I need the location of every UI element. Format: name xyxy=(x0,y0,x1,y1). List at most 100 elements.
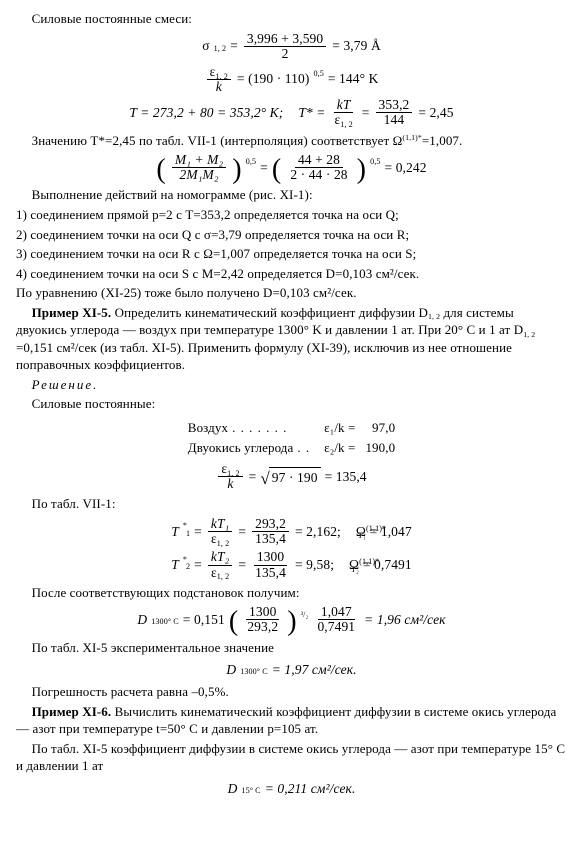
superscript: (1,1)* xyxy=(366,524,386,533)
sym-epsilon: ε xyxy=(211,531,217,546)
sym-equals: = xyxy=(362,104,370,122)
eq-tstar: T* = xyxy=(298,104,325,122)
example-6: Пример XI-6. Вычислить кинематический ко… xyxy=(16,703,567,738)
subscript: 1300° C xyxy=(240,667,268,678)
numerator: kT₁ xyxy=(208,517,233,532)
list-item: 3) соединением точки на оси R с Ω=1,007 … xyxy=(16,245,567,263)
equation: D1300° C = 0,151 ( 1300 293,2 )³/₂ 1,047… xyxy=(16,605,567,634)
equation: ε1, 2 k = √ 97 · 190 = 135,4 xyxy=(16,462,567,491)
numerator: 293,2 xyxy=(252,517,289,532)
sym-omega: Ω(1,1)*T₁ xyxy=(356,523,366,541)
fraction: 293,2 135,4 xyxy=(252,517,289,546)
list-item: 1) соединением прямой p=2 с T=353,2 опре… xyxy=(16,206,567,224)
dotfill xyxy=(293,440,314,455)
constants-table: Воздух ε₁/k = 97,0 Двуокись углерода ε₂/… xyxy=(182,417,401,458)
text: =0,151 см²/сек (из табл. XI-5). Применит… xyxy=(16,340,512,373)
table-row: Двуокись углерода ε₂/k = 190,0 xyxy=(184,439,399,457)
subscript: 2 xyxy=(186,562,190,573)
sym-equals: = xyxy=(249,468,257,486)
denominator: 135,4 xyxy=(252,532,289,546)
subscript: 1, 2 xyxy=(523,330,535,339)
equation: T*1 = kT₁ ε1, 2 = 293,2 135,4 = 2,162; Ω… xyxy=(16,517,567,546)
numerator: 1,047 xyxy=(318,605,355,620)
numerator: kT₂ xyxy=(208,550,233,565)
sym-equals: = xyxy=(260,159,268,177)
denominator: 293,2 xyxy=(244,620,281,634)
sym-sigma: σ xyxy=(202,37,209,55)
fraction: ε1, 2 k xyxy=(207,65,231,94)
sym-t: T xyxy=(171,523,179,541)
paren-right: ) xyxy=(287,611,296,633)
sym-d: D xyxy=(228,780,238,798)
paren-right: ) xyxy=(232,159,241,181)
numerator: ε1, 2 xyxy=(218,462,242,477)
expr: ε₂/k = xyxy=(320,439,359,457)
subscript: 1, 2 xyxy=(217,539,230,548)
denominator: k xyxy=(224,477,236,491)
denominator: ε1, 2 xyxy=(208,532,232,546)
label: Двуокись углерода xyxy=(188,440,294,455)
sym-d: D xyxy=(137,611,147,629)
equation: σ1, 2 = 3,996 + 3,590 2 = 3,79 Å xyxy=(16,32,567,61)
numerator: 1300 xyxy=(254,550,287,565)
sym-d: D xyxy=(226,661,236,679)
paren-left: ( xyxy=(229,611,238,633)
subscript: 15° C xyxy=(241,786,260,797)
eq-result: = 1,97 см²/сек. xyxy=(272,661,357,679)
sym-equals: = xyxy=(238,523,246,541)
denominator: 135,4 xyxy=(252,566,289,580)
dotfill xyxy=(228,420,291,435)
fraction: 3,996 + 3,590 2 xyxy=(244,32,326,61)
label: Воздух xyxy=(188,420,228,435)
eq-result: = 1,96 см²/сек xyxy=(364,611,445,629)
paragraph: По табл. XI-5 коэффициент диффузии в сис… xyxy=(16,740,567,775)
example-label: Пример XI-5. xyxy=(32,305,112,320)
numerator: 44 + 28 xyxy=(295,153,343,168)
list-item: 2) соединением точки на оси Q с σ=3,79 о… xyxy=(16,226,567,244)
value: 190,0 xyxy=(361,439,399,457)
table-row: Воздух ε₁/k = 97,0 xyxy=(184,419,399,437)
subscript: 1, 2 xyxy=(214,44,227,55)
eq-result: = 9,58; xyxy=(295,556,334,574)
text: Определить кинематический коэффициент ди… xyxy=(115,305,428,320)
paren-left: ( xyxy=(272,159,281,181)
sqrt: √ 97 · 190 xyxy=(260,467,320,487)
eq-result: = 3,79 Å xyxy=(332,37,381,55)
equation: D15° C = 0,211 см²/сек. xyxy=(16,779,567,798)
list-item: 4) соединением точки на оси S с M=2,42 о… xyxy=(16,265,567,283)
fraction: 1300 293,2 xyxy=(244,605,281,634)
subscript: 1, 2 xyxy=(227,469,240,478)
paren-right: ) xyxy=(357,159,366,181)
page: Силовые постоянные смеси: σ1, 2 = 3,996 … xyxy=(0,0,583,847)
value: 97,0 xyxy=(361,419,399,437)
exponent: 0,5 xyxy=(313,69,323,80)
paragraph: Значению T*=2,45 по табл. VII-1 (интерпо… xyxy=(16,132,567,150)
fraction: kT₂ ε1, 2 xyxy=(208,550,233,579)
eq-result: = 2,45 xyxy=(418,104,453,122)
text: Значению T*=2,45 по табл. VII-1 (интерпо… xyxy=(32,133,403,148)
superscript: (1,1)* xyxy=(402,133,421,142)
subscript: 1, 2 xyxy=(428,312,440,321)
fraction: M₁ + M₂ 2M₁M₂ xyxy=(172,153,226,182)
sym-epsilon: ε xyxy=(211,565,217,580)
subscript: 1, 2 xyxy=(215,72,228,81)
example-5: Пример XI-5. Определить кинематический к… xyxy=(16,304,567,374)
subscript: 1300° C xyxy=(151,617,179,628)
fraction: 44 + 28 2 · 44 · 28 xyxy=(287,153,350,182)
equation: D 1300° C = 1,97 см²/сек. xyxy=(16,660,567,679)
eq-result: = 2,162; xyxy=(295,523,341,541)
equation: ε1, 2 k = (190 · 110)0,5 = 144° K xyxy=(16,65,567,94)
denominator: 2 · 44 · 28 xyxy=(287,168,350,182)
subscript: 1, 2 xyxy=(340,120,353,129)
denominator: ε1, 2 xyxy=(208,566,232,580)
paragraph: Погрешность расчета равна –0,5%. xyxy=(16,683,567,701)
text: =1,007. xyxy=(422,133,463,148)
denominator: ε1, 2 xyxy=(331,113,355,127)
equation: T*2 = kT₂ ε1, 2 = 1300 135,4 = 9,58; Ω(1… xyxy=(16,550,567,579)
equation: ( M₁ + M₂ 2M₁M₂ )0,5 = ( 44 + 28 2 · 44 … xyxy=(16,153,567,182)
subscript: T₁ xyxy=(358,531,366,540)
numerator: 1300 xyxy=(246,605,279,620)
paragraph: Выполнение действий на номограмме (рис. … xyxy=(16,186,567,204)
sym-equals: = xyxy=(194,556,202,574)
paragraph: По табл. XI-5 экспериментальное значение xyxy=(16,639,567,657)
